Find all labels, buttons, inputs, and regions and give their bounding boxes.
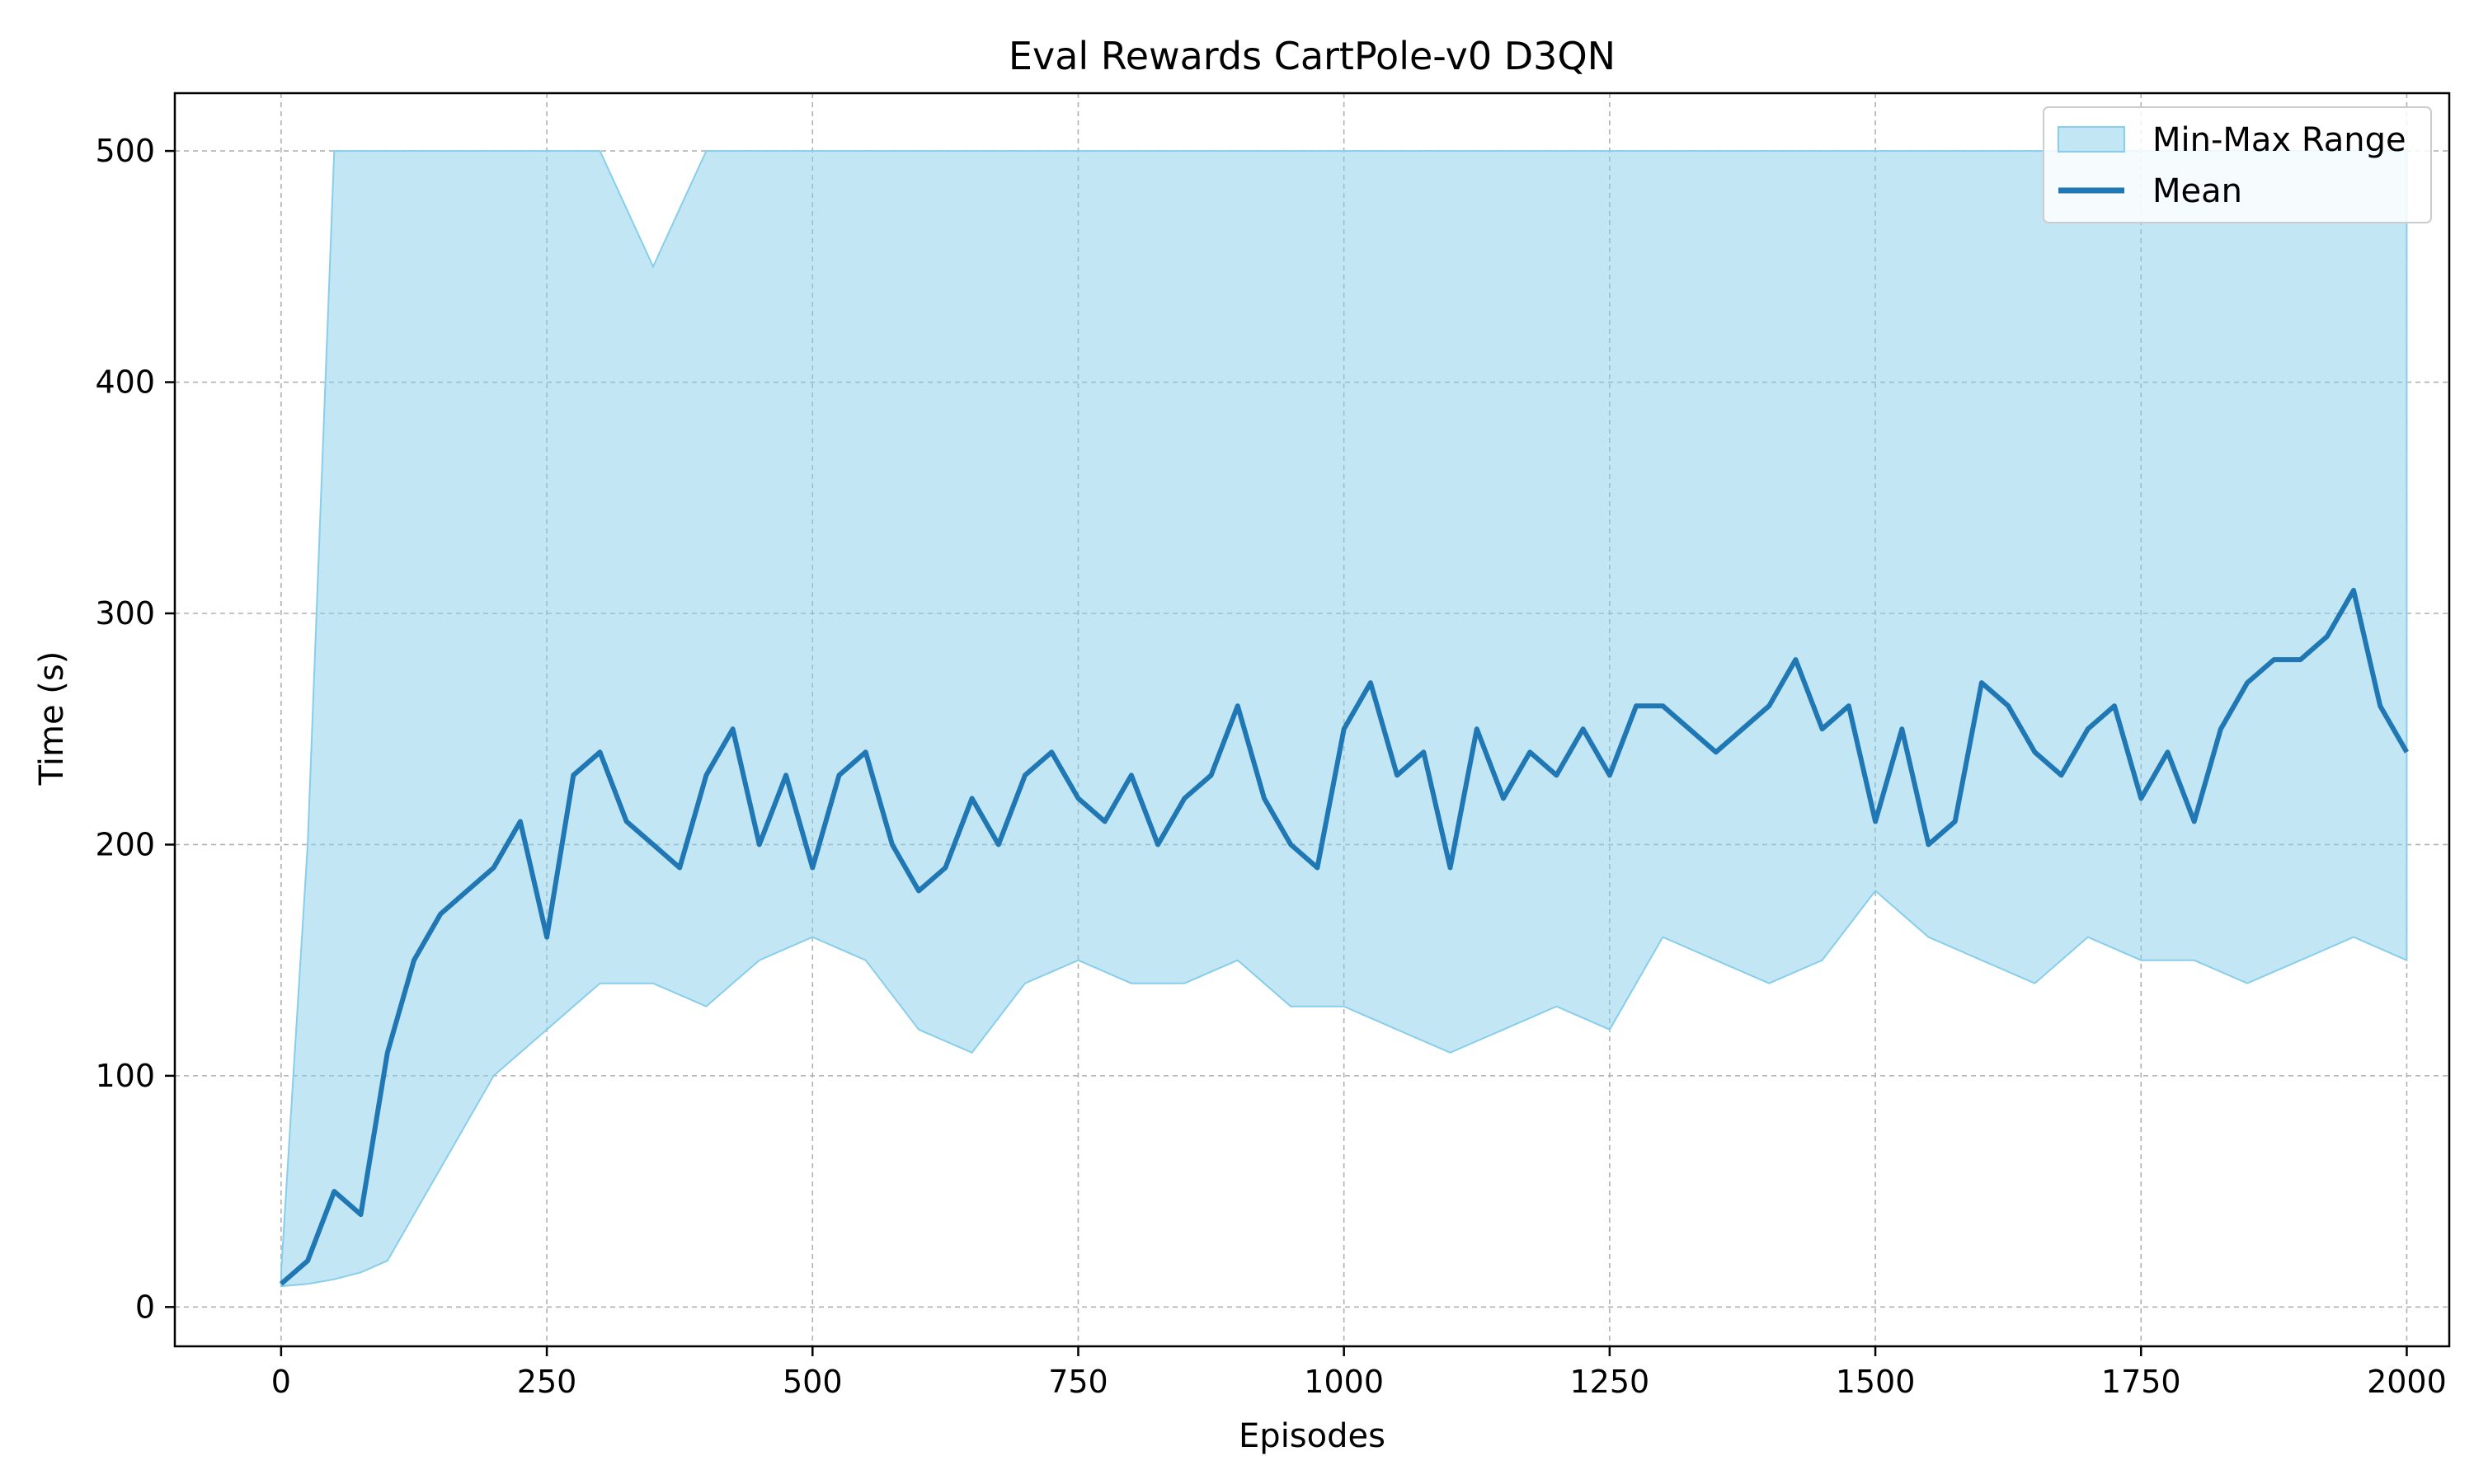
x-tick-label: 0 [271, 1364, 291, 1400]
y-axis-ticks: 0 100 200 300 400 500 [95, 133, 175, 1325]
min-max-range-band [280, 150, 2408, 1288]
y-tick-label: 200 [95, 826, 155, 862]
chart-title: Eval Rewards CartPole-v0 D3QN [1009, 34, 1616, 78]
legend-label-mean: Mean [2152, 172, 2242, 210]
legend-label-min-max-range: Min-Max Range [2152, 121, 2406, 159]
legend-swatch-min-max-range [2058, 126, 2125, 153]
mean-line-layer [279, 588, 2410, 1286]
x-axis-label: Episodes [1239, 1417, 1385, 1455]
y-tick-label: 500 [95, 133, 155, 169]
y-axis-label: Time (s) [33, 651, 71, 787]
x-tick-label: 250 [517, 1364, 577, 1400]
x-axis-ticks: 0 250 500 750 1000 1250 1500 1750 2000 [271, 1346, 2447, 1400]
legend-box [2043, 106, 2432, 223]
legend: Min-Max Range Mean [2043, 106, 2432, 223]
plot-area-frame [173, 92, 2451, 1348]
x-tick-label: 1250 [1570, 1364, 1650, 1400]
x-tick-label: 2000 [2367, 1364, 2447, 1400]
y-tick-label: 100 [95, 1058, 155, 1094]
y-tick-label: 0 [135, 1289, 155, 1325]
x-tick-label: 1000 [1304, 1364, 1384, 1400]
y-tick-label: 400 [95, 364, 155, 401]
x-tick-label: 1500 [1836, 1364, 1916, 1400]
x-tick-label: 750 [1048, 1364, 1108, 1400]
x-tick-label: 1750 [2101, 1364, 2181, 1400]
x-tick-label: 500 [783, 1364, 843, 1400]
y-tick-label: 300 [95, 595, 155, 632]
mean-series-line [279, 588, 2410, 1286]
min-max-range-area [280, 150, 2408, 1288]
